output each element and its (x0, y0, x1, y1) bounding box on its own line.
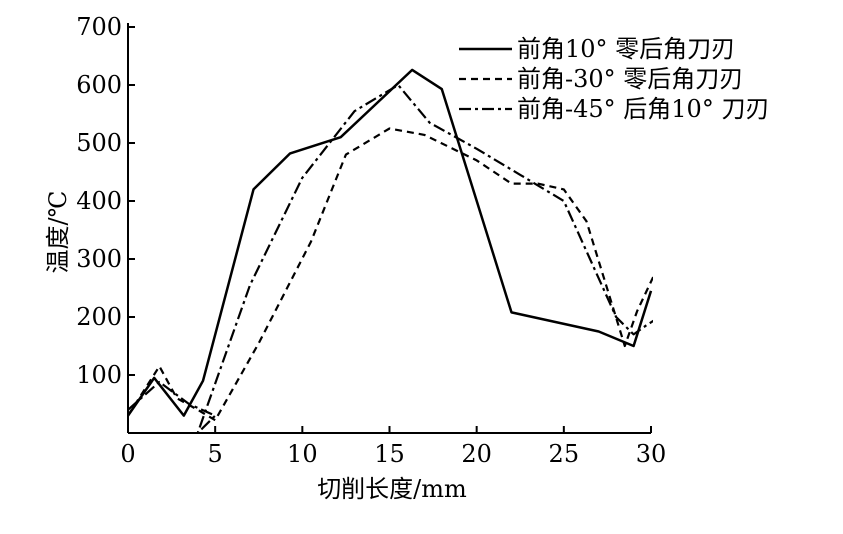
y-tick-label: 300 (76, 245, 122, 273)
plot-lines (128, 68, 653, 433)
x-tick-label: 25 (549, 440, 580, 468)
x-axis-title: 切削长度/mm (317, 475, 467, 503)
axes: 0 5 10 15 20 25 30 100 200 300 400 500 600 700 (76, 13, 666, 468)
x-tick-label: 20 (461, 440, 492, 468)
series-line-1 (128, 68, 653, 417)
x-tick-label: 30 (636, 440, 667, 468)
series-line-2 (128, 127, 653, 422)
y-tick-label: 600 (76, 71, 122, 99)
series-line-3 (128, 83, 653, 433)
x-tick-label: 5 (208, 440, 223, 468)
x-tick-label: 10 (287, 440, 318, 468)
y-tick-label: 400 (76, 187, 122, 215)
x-tick-label: 15 (374, 440, 405, 468)
legend-label-2: 前角-30° 零后角刀刃 (517, 65, 743, 93)
legend-label-3: 前角-45° 后角10° 刀刃 (517, 95, 769, 123)
x-tick-label: 0 (120, 440, 135, 468)
y-tick-label: 700 (76, 13, 122, 41)
y-axis-title: 温度/℃ (44, 191, 72, 274)
y-tick-label: 500 (76, 129, 122, 157)
legend-label-1: 前角10° 零后角刀刃 (517, 35, 735, 63)
y-tick-label: 100 (76, 361, 122, 389)
y-tick-label: 200 (76, 303, 122, 331)
